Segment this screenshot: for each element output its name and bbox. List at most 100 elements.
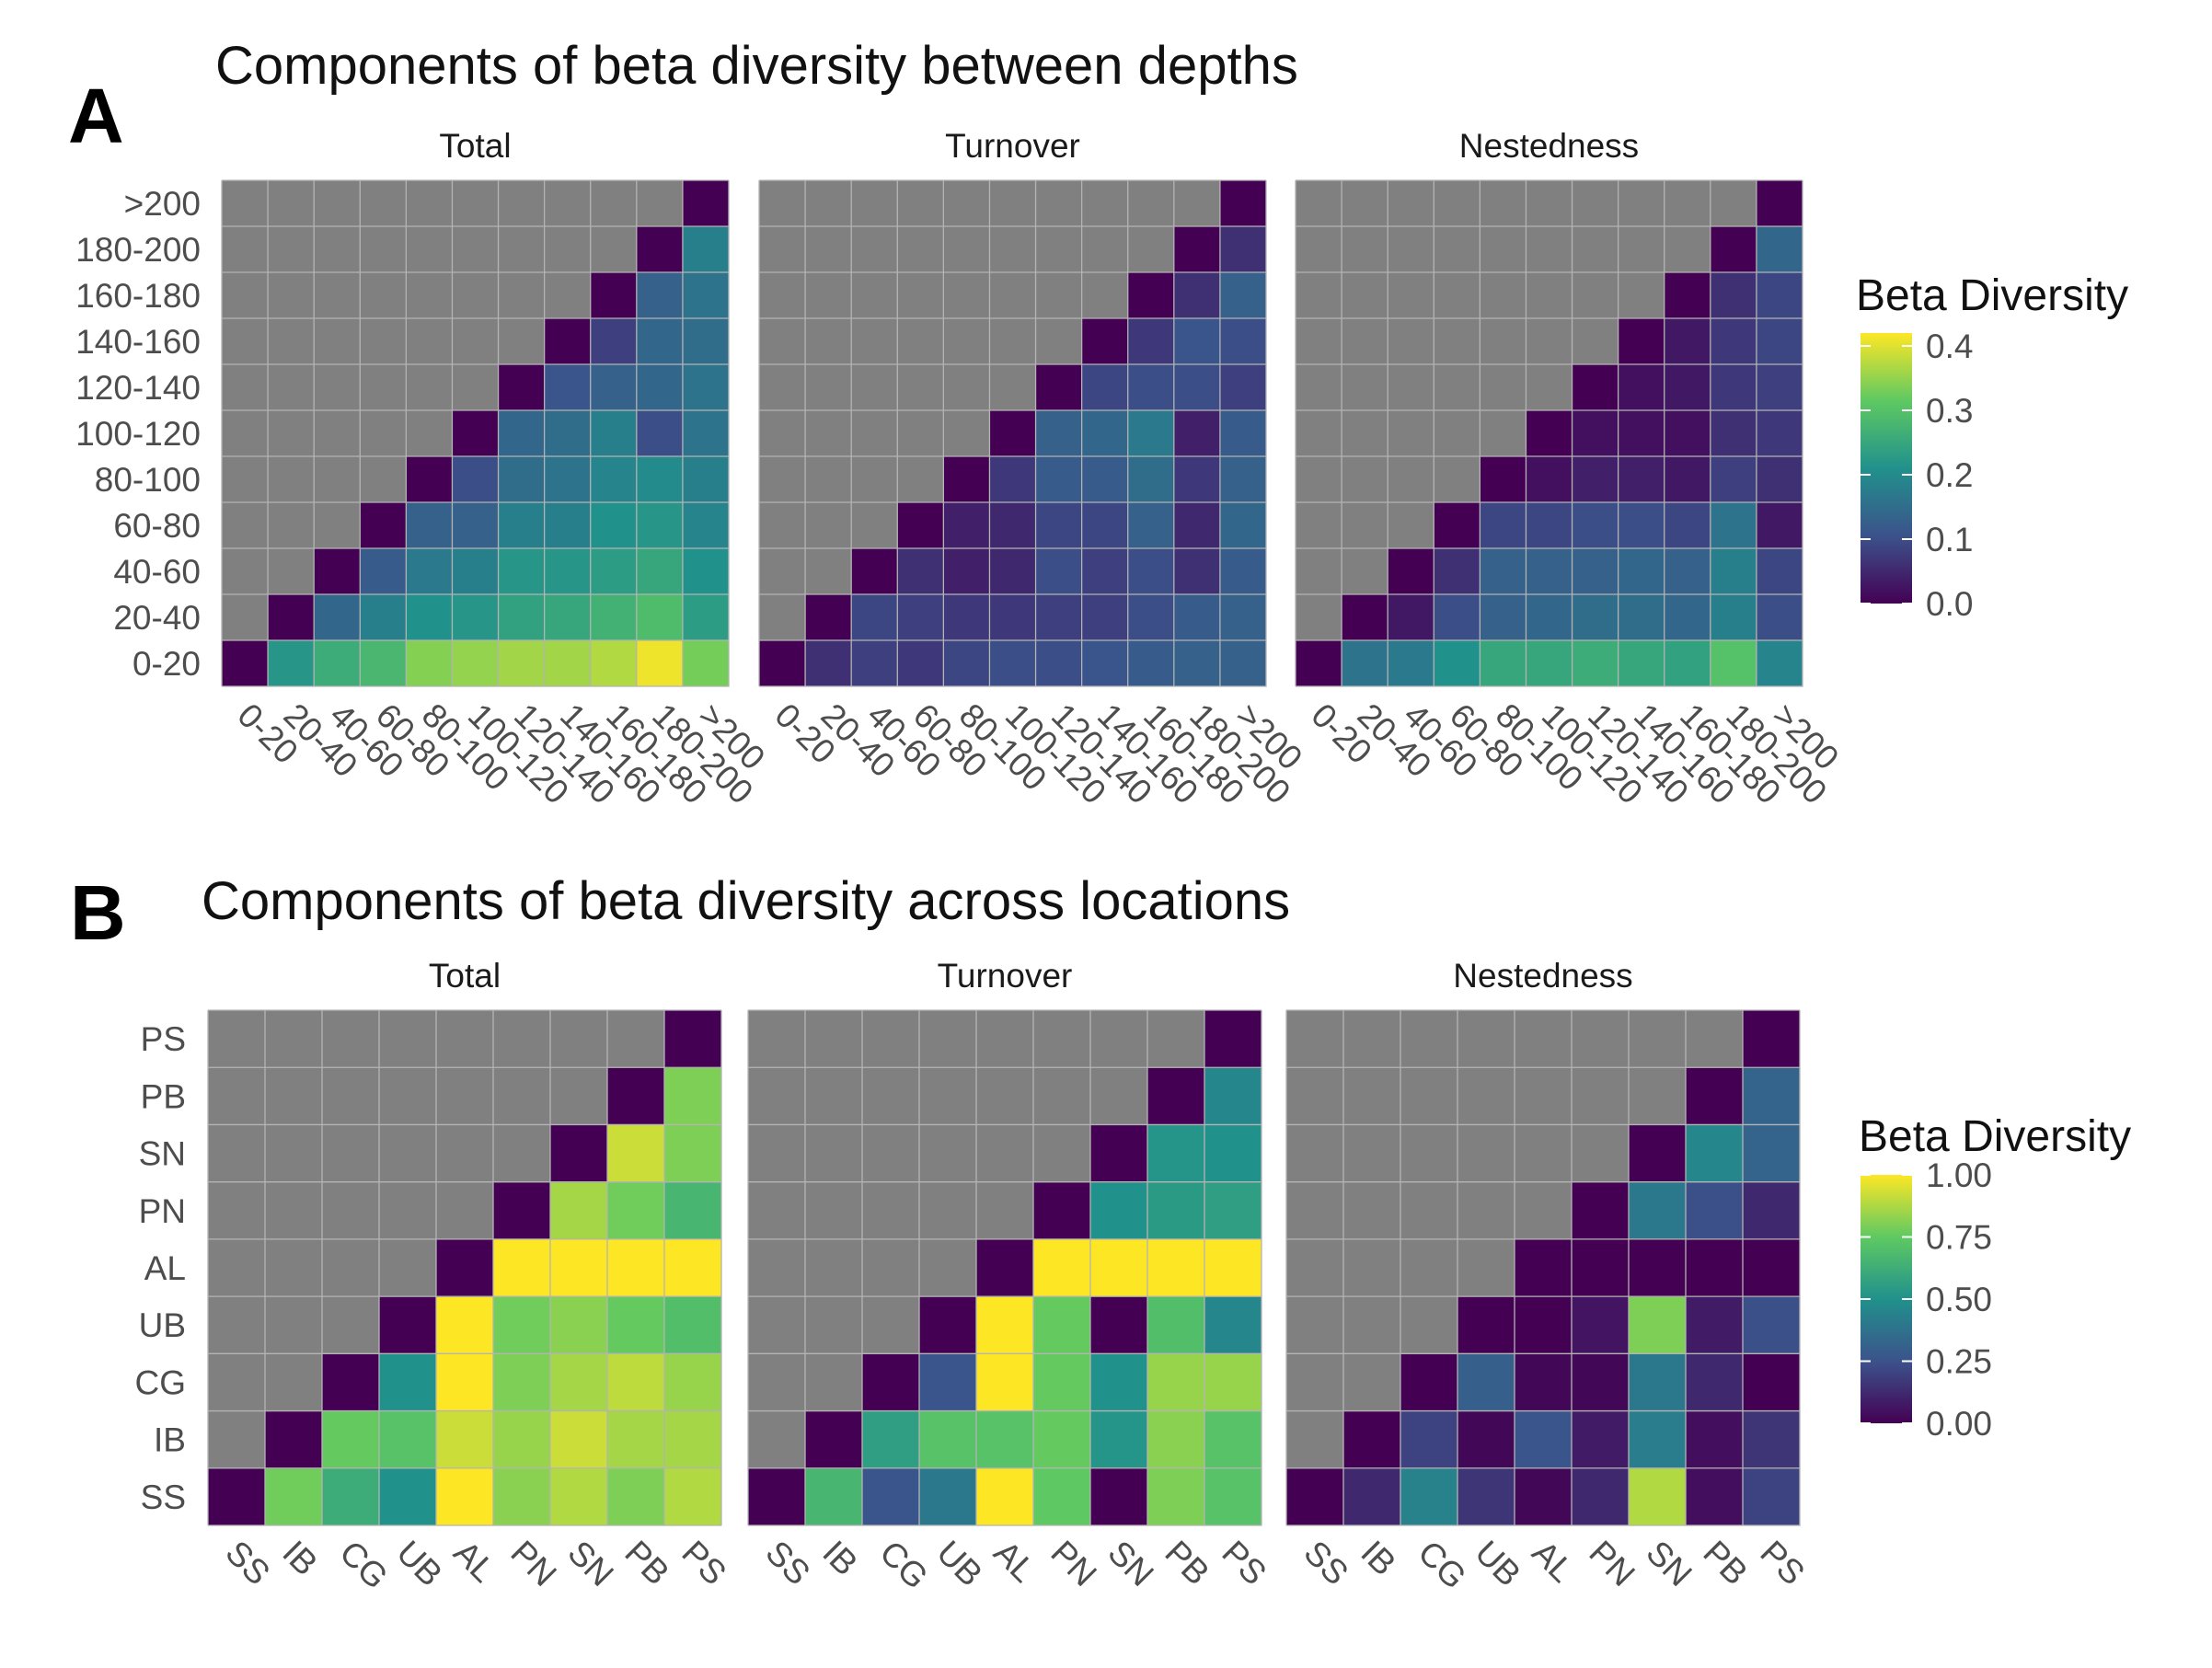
heatmap-cell [805,180,852,227]
heatmap-cell [1343,1353,1401,1412]
heatmap-cell [943,410,990,457]
heatmap-cell [682,410,730,457]
heatmap-cell [748,1010,806,1068]
heatmap-cell [759,502,806,549]
heatmap-cell [1173,364,1221,411]
heatmap-cell [268,318,315,365]
y-tick-label: 180-200 [75,231,201,269]
heatmap-cell [682,226,730,273]
heatmap-cell [1035,456,1083,503]
heatmap-cell [851,594,898,641]
heatmap-cell [1572,1353,1630,1412]
heatmap-cell [759,456,806,503]
heatmap-cell [1081,226,1129,273]
heatmap-cell [862,1181,920,1240]
heatmap-cell [314,318,361,365]
heatmap-cell [851,180,898,227]
heatmap-cell [322,1124,380,1183]
heatmap-cell [498,594,546,641]
heatmap-cell [682,456,730,503]
heatmap-cell [590,180,638,227]
heatmap-cell [862,1124,920,1183]
heatmap-cell [1572,502,1619,549]
heatmap-cell [1296,548,1342,595]
heatmap-cell [1618,180,1665,227]
heatmap-cell [1219,502,1267,549]
heatmap-cell [1618,594,1665,641]
heatmap-cell [943,226,990,273]
heatmap-cell [208,1124,266,1183]
heatmap-cell [805,410,852,457]
heatmap-cell [222,318,269,365]
heatmap-cell [1457,1410,1515,1469]
heatmap-cell [360,364,407,411]
heatmap-cell [1434,594,1480,641]
heatmap-cell [805,1238,863,1297]
heatmap-cell [406,548,453,595]
heatmap-cell [208,1181,266,1240]
heatmap-cell [1343,1296,1401,1354]
heatmap-cell [1756,456,1803,503]
heatmap-cell [1342,456,1388,503]
heatmap-cell [1173,226,1221,273]
y-tick-label: IB [154,1421,186,1459]
heatmap-cell [1480,640,1527,687]
heatmap-cell [1756,502,1803,549]
heatmap-cell [322,1010,380,1068]
heatmap-cell [919,1410,977,1469]
heatmap-cell [1090,1353,1148,1412]
heatmap-cell [314,272,361,319]
heatmap-cell [1664,318,1711,365]
legend-tick-label: 1.00 [1926,1156,1992,1194]
heatmap-cell [544,548,592,595]
heatmap-cell [1090,1067,1148,1125]
facet-strip-label: Turnover [938,957,1073,995]
heatmap-cell [1127,410,1175,457]
heatmap-cell [943,318,990,365]
heatmap-cell [1686,1467,1744,1526]
heatmap-cell [1219,180,1267,227]
heatmap-cell [360,180,407,227]
heatmap-cell [379,1067,437,1125]
heatmap-cell [943,180,990,227]
facet-strip-label: Nestedness [1459,127,1639,165]
heatmap-cell [1629,1467,1687,1526]
heatmap-cell [1296,410,1342,457]
x-tick-label: IB [275,1534,325,1583]
heatmap-cell [1756,594,1803,641]
heatmap-cell [919,1010,977,1068]
heatmap-cell [1286,1296,1344,1354]
heatmap-cell [222,180,269,227]
heatmap-cell [268,502,315,549]
heatmap-cell [406,272,453,319]
heatmap-cell [1342,318,1388,365]
heatmap-cell [1033,1067,1091,1125]
heatmap-cell [1480,410,1527,457]
heatmap-cell [1173,640,1221,687]
heatmap-cell [919,1353,977,1412]
heatmap-cell [360,226,407,273]
heatmap-cell [759,548,806,595]
y-tick-label: AL [144,1249,186,1287]
heatmap-cell [498,502,546,549]
heatmap-cell [1526,180,1573,227]
x-tick-label: PS [1215,1534,1273,1593]
heatmap-cell [1572,226,1619,273]
heatmap-cell [268,640,315,687]
heatmap-cell [265,1010,323,1068]
heatmap-cell [636,364,684,411]
heatmap-cell [1127,318,1175,365]
heatmap-cell [1743,1296,1801,1354]
heatmap-cell [1342,548,1388,595]
facet-strip-label: Turnover [945,127,1080,165]
heatmap-cell [1147,1353,1205,1412]
heatmap-cell [550,1410,608,1469]
heatmap-cell [322,1353,380,1412]
heatmap-cell [976,1067,1034,1125]
heatmap-cell [805,502,852,549]
legend-tick-label: 0.4 [1926,328,1973,365]
heatmap-cell [636,272,684,319]
heatmap-cell [1081,548,1129,595]
heatmap-cell [379,1238,437,1297]
heatmap-cell [322,1410,380,1469]
